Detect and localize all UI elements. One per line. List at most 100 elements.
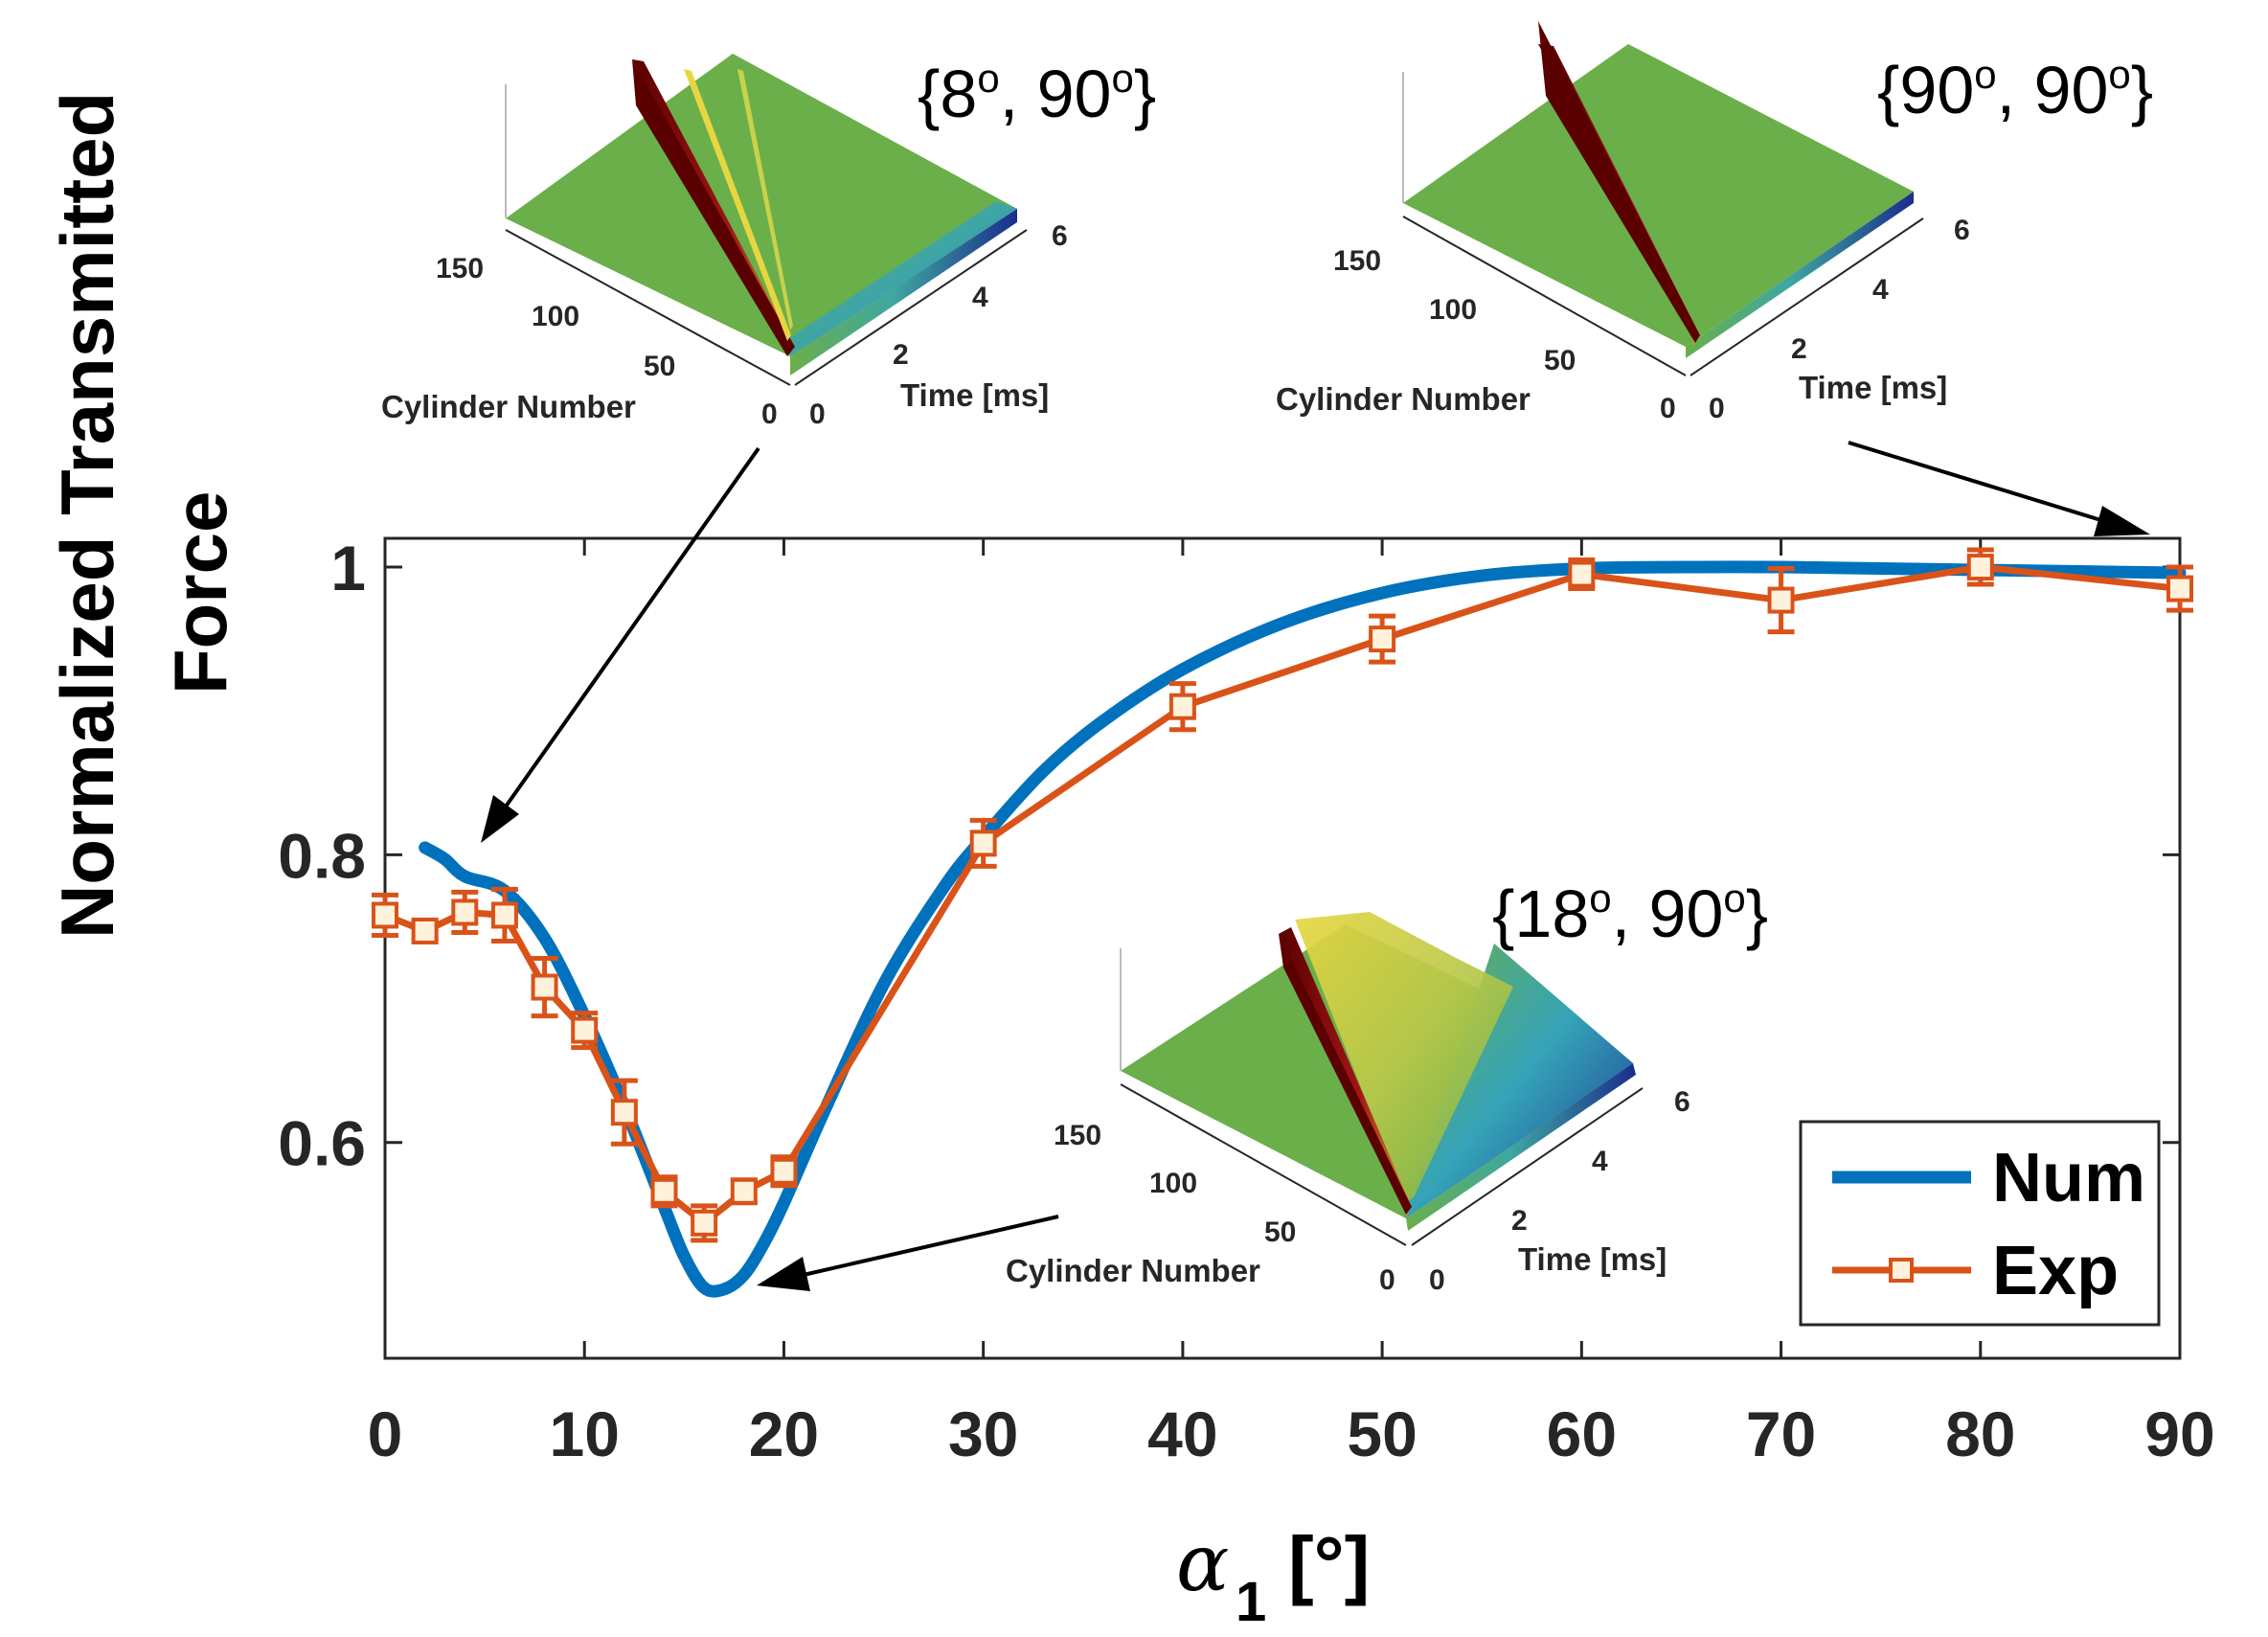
- series: [372, 547, 2193, 1298]
- x-ticks: 0 10 20 30 40 50 60 70 80 90: [368, 538, 2215, 1469]
- surface-base: [1403, 44, 1914, 347]
- inset-8deg-xtick-6: 6: [1052, 220, 1068, 252]
- surface-yellow-ridge-2: [737, 69, 793, 330]
- arrow-90deg: [1848, 441, 2108, 524]
- y-tick-label: 0.6: [278, 1108, 366, 1179]
- surface-blue-fan: [1406, 944, 1633, 1218]
- x-tick-label: 90: [2144, 1398, 2214, 1469]
- x-axis-label: α 1 [°]: [1176, 1518, 1370, 1633]
- inset-18deg-ytick-150: 150: [1054, 1120, 1101, 1151]
- exp-data-point: [730, 1177, 758, 1205]
- surface-blue-edge: [1686, 192, 1914, 358]
- inset-8deg-ytick-0: 0: [761, 398, 778, 430]
- inset-8deg-ytick-150: 150: [436, 253, 484, 284]
- inset-90deg: {90o, 90o} 150 100 50 0 0 2 4 6 Cylinder…: [1276, 21, 2153, 424]
- inset-18deg-time-label: Time [ms]: [1518, 1241, 1667, 1277]
- exp-data-point: [1966, 554, 1994, 581]
- inset-8deg-ytick-50: 50: [644, 351, 675, 382]
- inset-90deg-ytick-150: 150: [1333, 245, 1381, 277]
- y-label-line2: Force: [158, 491, 242, 694]
- y-tick-label: 1: [330, 533, 366, 603]
- inset-90deg-surface: [1402, 21, 1924, 376]
- inset-8deg-xtick-2: 2: [893, 339, 909, 371]
- axes-box: [383, 536, 2182, 1360]
- legend-num-label: Num: [1992, 1140, 2145, 1216]
- inset-time-axis: [794, 229, 1028, 386]
- surface-wave-spike: [632, 59, 795, 356]
- inset-time-axis: [1411, 1087, 1644, 1246]
- x-tick-label: 20: [749, 1398, 819, 1469]
- x-tick-label: 50: [1347, 1398, 1417, 1469]
- inset-18deg-xtick-2: 2: [1511, 1205, 1528, 1237]
- inset-8deg-cyl-label: Cylinder Number: [381, 389, 636, 424]
- inset-90deg-cyl-label: Cylinder Number: [1276, 381, 1531, 417]
- y-axis-label: Normalized Transmitted Force: [45, 92, 242, 939]
- y-ticks: 0.6 0.8 1: [278, 533, 2180, 1179]
- exp-data-point: [1168, 693, 1196, 720]
- inset-8deg-xtick-0: 0: [809, 398, 826, 430]
- inset-90deg-xtick-4: 4: [1872, 274, 1889, 306]
- x-tick-label: 80: [1945, 1398, 2015, 1469]
- inset-cyl-axis: [1120, 1083, 1407, 1246]
- exp-data-point: [610, 1099, 638, 1126]
- inset-18deg-xtick-0: 0: [1429, 1264, 1445, 1296]
- x-tick-label: 0: [368, 1398, 403, 1469]
- inset-8deg-ytick-100: 100: [532, 301, 579, 332]
- legend-exp-label: Exp: [1992, 1233, 2119, 1309]
- inset-90deg-ytick-100: 100: [1429, 294, 1477, 326]
- exp-data-point: [1369, 625, 1396, 653]
- legend-exp-marker: [1889, 1258, 1914, 1283]
- x-tick-label: 40: [1147, 1398, 1217, 1469]
- inset-18deg-xtick-4: 4: [1592, 1146, 1608, 1177]
- inset-18deg-cyl-label: Cylinder Number: [1006, 1253, 1260, 1288]
- surface-blue-fan: [790, 201, 1017, 356]
- inset-18deg-xtick-6: 6: [1674, 1086, 1690, 1118]
- exp-data-point: [1767, 586, 1795, 614]
- exp-data-point: [372, 901, 398, 929]
- exp-data-point: [571, 1016, 599, 1044]
- surface-wave-spike: [1538, 21, 1700, 343]
- x-label-subscript: 1: [1236, 1571, 1266, 1633]
- legend-box: [1799, 1120, 2161, 1327]
- inset-8deg-surface: [505, 54, 1028, 386]
- y-tick-label: 0.8: [278, 820, 366, 891]
- surface-yellow-ridge: [684, 69, 791, 341]
- x-tick-label: 30: [948, 1398, 1018, 1469]
- inset-8deg-title: {8o, 90o}: [918, 56, 1156, 131]
- x-tick-label: 70: [1746, 1398, 1816, 1469]
- exp-data-point: [691, 1209, 718, 1237]
- x-tick-label: 10: [550, 1398, 620, 1469]
- exp-data-point: [650, 1177, 678, 1205]
- surface-blue-edge: [1406, 1063, 1636, 1231]
- surface-blue-edge: [790, 209, 1017, 375]
- arrow-8deg-head: [481, 795, 519, 843]
- arrow-18deg-head: [757, 1257, 810, 1291]
- inset-90deg-ytick-0: 0: [1660, 393, 1676, 424]
- inset-18deg: {18o, 90o} 150 100 50 0 0 2 4 6 Cylinder…: [1006, 875, 1768, 1296]
- exp-data-point: [451, 898, 479, 926]
- arrow-90deg-head: [2094, 506, 2150, 536]
- y-label-line1: Normalized Transmitted: [45, 92, 129, 939]
- arrow-18deg: [794, 1215, 1059, 1279]
- inset-18deg-surface: [1120, 912, 1644, 1246]
- inset-90deg-xtick-2: 2: [1791, 333, 1807, 365]
- inset-time-axis: [1690, 217, 1924, 376]
- x-label-unit: [°]: [1288, 1521, 1370, 1606]
- inset-90deg-time-label: Time [ms]: [1799, 370, 1947, 405]
- num-series-line: [419, 560, 2187, 1298]
- inset-18deg-ytick-50: 50: [1264, 1216, 1296, 1248]
- inset-cyl-axis: [1402, 216, 1687, 376]
- legend: Num Exp: [1799, 1120, 2161, 1327]
- exp-data-point: [411, 917, 439, 944]
- inset-18deg-ytick-0: 0: [1379, 1264, 1395, 1296]
- inset-8deg: {8o, 90o} 150 100 50 0 0 2 4 6 Cylinder …: [381, 54, 1156, 430]
- inset-18deg-ytick-100: 100: [1149, 1168, 1197, 1199]
- exp-data-point: [770, 1157, 798, 1185]
- inset-18deg-title: {18o, 90o}: [1492, 875, 1768, 951]
- inset-90deg-xtick-0: 0: [1709, 393, 1725, 424]
- main-axes: 0 10 20 30 40 50 60 70 80 90 0.60.81: [278, 533, 2214, 1469]
- x-tick-label: 60: [1547, 1398, 1617, 1469]
- surface-wave-spike: [1279, 934, 1412, 1215]
- exp-data-point: [2166, 575, 2193, 603]
